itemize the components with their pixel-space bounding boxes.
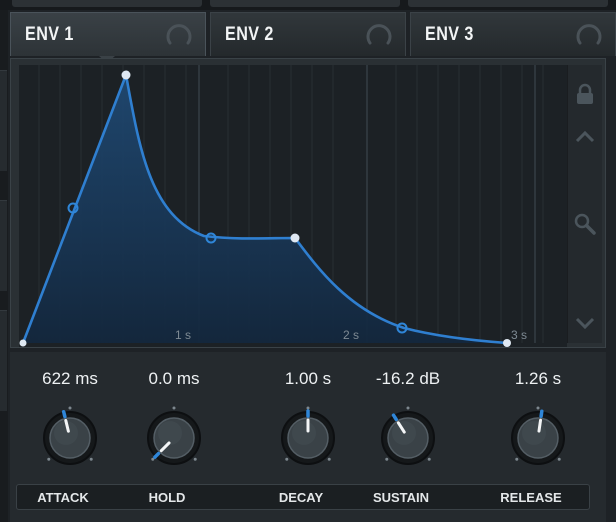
chevron-down-icon (575, 317, 595, 330)
knob-tick (47, 457, 51, 461)
knob-column-attack: 622 ms (22, 352, 118, 522)
scroll-down-button[interactable] (568, 307, 602, 341)
chevron-up-icon (575, 130, 595, 143)
tab-label: ENV 1 (25, 24, 74, 45)
knob-label-bar: ATTACK HOLD DECAY SUSTAIN RELEASE (16, 484, 590, 510)
envelope-fill (23, 75, 507, 343)
hold-knob[interactable] (142, 398, 206, 478)
knob-tick (151, 457, 155, 461)
knob-indicator (537, 418, 543, 433)
knob-accent-mark (539, 409, 544, 418)
envelope-start-node[interactable] (19, 339, 27, 347)
envelope-tabs: ENV 1 ENV 2 ENV 3 (10, 12, 616, 63)
envelope-panel: 1 s 2 s 3 s (10, 58, 606, 348)
time-label-1s: 1 s (175, 328, 191, 342)
release-knob[interactable] (506, 398, 570, 478)
knob-accent-mark (153, 451, 161, 459)
knob-tick (306, 406, 310, 410)
release-value[interactable]: 1.26 s (514, 369, 562, 388)
knob-highlight (54, 421, 78, 445)
attack-label: ATTACK (37, 490, 89, 505)
knob-highlight (292, 421, 316, 445)
knob-indicator (159, 441, 171, 453)
tab-label: ENV 3 (425, 24, 474, 45)
knob-highlight (522, 421, 546, 445)
tab-label: ENV 2 (225, 24, 274, 45)
graph-sidebar (567, 65, 602, 343)
knob-tick (557, 457, 561, 461)
left-rail-segment (0, 70, 7, 171)
left-rail (0, 10, 8, 522)
knob-column-hold: 0.0 ms (126, 352, 222, 522)
knob-tick (285, 457, 289, 461)
lock-icon (577, 83, 593, 104)
knob-tick (406, 406, 410, 410)
scroll-up-button[interactable] (568, 119, 602, 153)
left-rail-segment (0, 200, 7, 291)
envelope-graph[interactable]: 1 s 2 s 3 s (19, 65, 567, 347)
top-strip-segment (210, 0, 400, 7)
zoom-button[interactable] (568, 207, 602, 241)
decay-value[interactable]: 1.00 s (284, 369, 332, 388)
top-strip-segment (408, 0, 608, 7)
knob-highlight (158, 421, 182, 445)
release-curve-handle[interactable] (396, 322, 408, 334)
decay-curve-handle[interactable] (205, 232, 217, 244)
hold-label: HOLD (148, 490, 186, 505)
knob-column-decay: 1.00 s (260, 352, 356, 522)
decay-label: DECAY (278, 490, 324, 505)
tab-ring-icon (366, 24, 392, 45)
tab-env3[interactable]: ENV 3 (410, 12, 616, 56)
release-label: RELEASE (500, 490, 562, 505)
knob-indicator (396, 421, 406, 434)
zoom-icon (574, 213, 596, 235)
knob-tick (536, 406, 540, 410)
knob-tick (172, 406, 176, 410)
tab-env1[interactable]: ENV 1 (10, 12, 206, 63)
knob-tick (193, 457, 197, 461)
knob-tick (427, 457, 431, 461)
knob-accent-mark (61, 409, 67, 419)
top-strip-segment (12, 0, 202, 7)
attack-value[interactable]: 622 ms (42, 369, 98, 388)
sustain-value[interactable]: -16.2 dB (375, 369, 441, 388)
knob-accent-mark (391, 413, 398, 422)
attack-knob[interactable] (38, 398, 102, 478)
decay-knob[interactable] (276, 398, 340, 478)
knob-tick (385, 457, 389, 461)
tab-ring-icon (166, 24, 192, 45)
knob-column-release: 1.26 s (490, 352, 586, 522)
tab-env2[interactable]: ENV 2 (210, 12, 406, 56)
sustain-label: SUSTAIN (372, 490, 430, 505)
attack-curve-handle[interactable] (67, 202, 79, 214)
knob-column-sustain: -16.2 dB (360, 352, 456, 522)
left-rail-segment (0, 310, 7, 411)
knob-tick (515, 457, 519, 461)
tab-ring-icon (576, 24, 602, 45)
sustain-knob[interactable] (376, 398, 440, 478)
attack-peak-node[interactable] (121, 70, 131, 80)
lock-button[interactable] (568, 77, 602, 111)
knob-indicator (64, 418, 70, 433)
release-end-node[interactable] (503, 339, 511, 347)
sustain-node[interactable] (290, 233, 300, 243)
knob-tick (89, 457, 93, 461)
time-label-2s: 2 s (343, 328, 359, 342)
time-label-3s: 3 s (511, 328, 527, 342)
hold-value[interactable]: 0.0 ms (148, 369, 200, 388)
top-strip (0, 0, 616, 10)
knob-tick (327, 457, 331, 461)
knob-tick (68, 406, 72, 410)
